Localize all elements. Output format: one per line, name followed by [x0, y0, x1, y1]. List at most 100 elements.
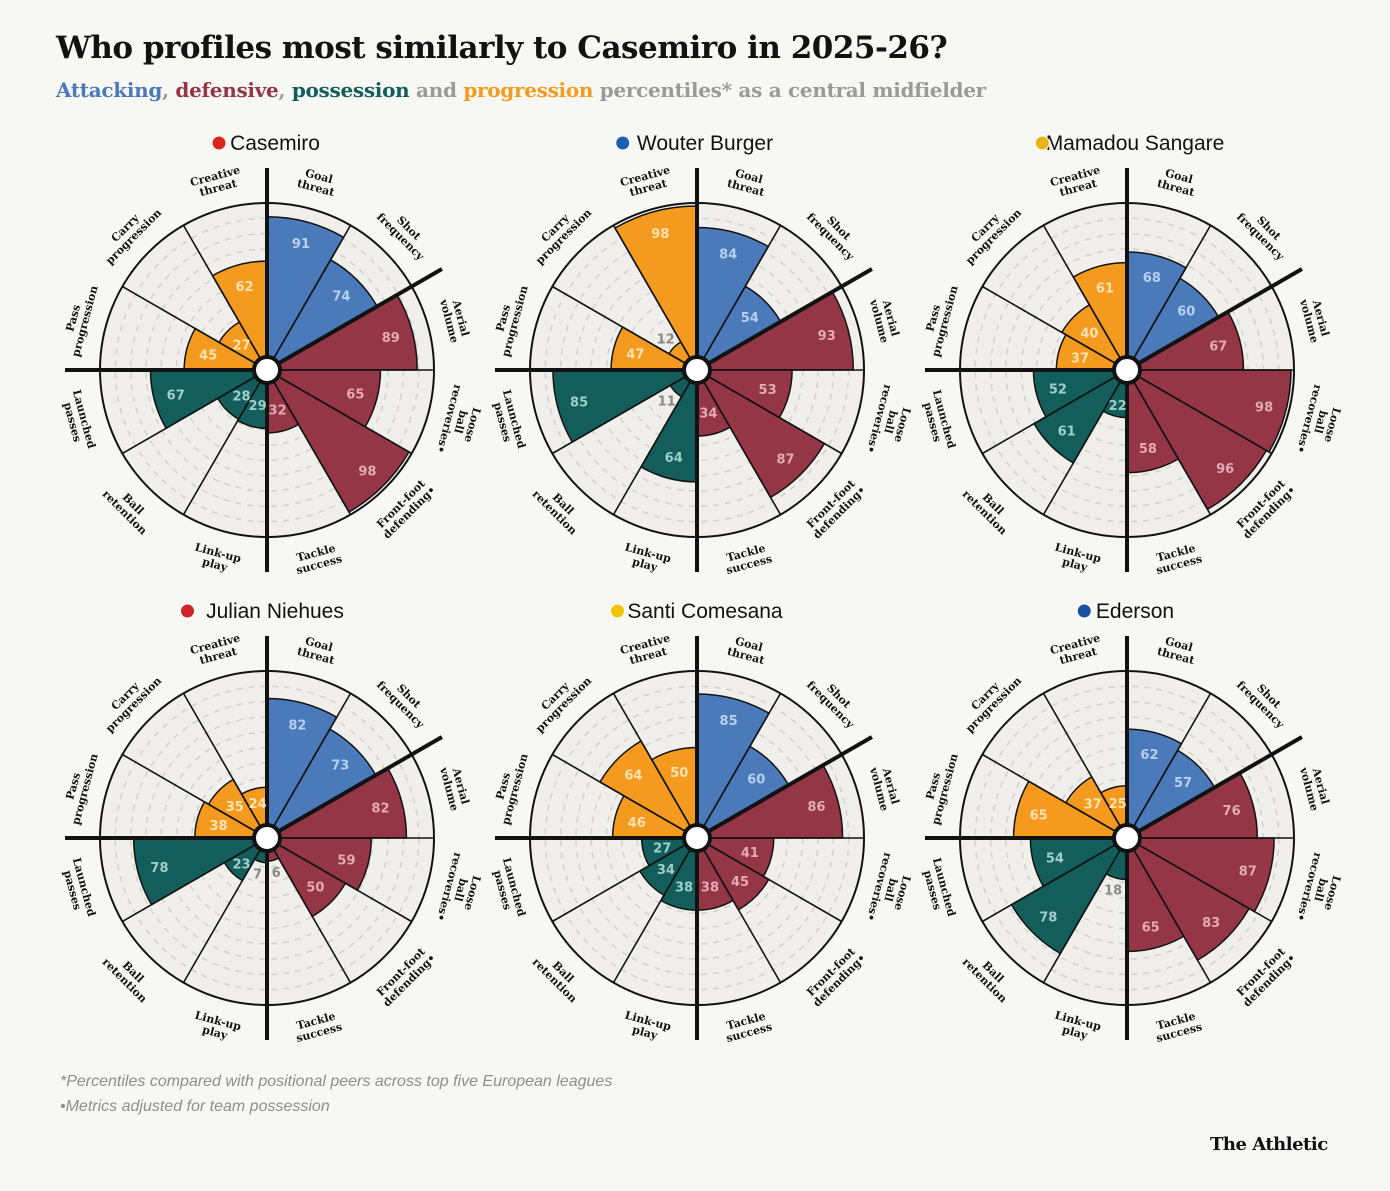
atalanta-badge-icon: [1076, 603, 1092, 619]
divider-line: [182, 837, 268, 984]
player-name: Wouter Burger: [637, 132, 773, 155]
divider-line: [1126, 224, 1212, 371]
divider-line: [612, 837, 698, 984]
divider-line: [182, 692, 268, 839]
divider-line: [182, 224, 268, 371]
value-label: 85: [570, 396, 588, 411]
subtitle-part: percentiles* as a central midfielder: [593, 78, 986, 102]
divider-line: [182, 369, 268, 516]
center-hole: [252, 823, 282, 853]
value-label: 45: [731, 875, 749, 890]
value-label: 82: [371, 802, 389, 817]
subtitle-part: ,: [278, 78, 292, 102]
value-label: 57: [1174, 776, 1192, 791]
player-name: Ederson: [1096, 600, 1174, 623]
value-label: 84: [719, 248, 737, 263]
subtitle-part: ,: [162, 78, 176, 102]
player-name: Casemiro: [230, 132, 320, 155]
divider-line: [1126, 735, 1303, 840]
divider-line: [612, 692, 698, 839]
svg-text:ball: ball: [1311, 877, 1330, 903]
value-label: 64: [624, 768, 642, 783]
value-label: 35: [226, 800, 244, 815]
heidenheim-badge-icon: [180, 603, 195, 619]
divider-line: [266, 224, 352, 371]
value-label: 59: [337, 853, 355, 868]
divider-line: [266, 267, 443, 372]
divider-line: [1126, 267, 1303, 372]
footnote-adjusted: •Metrics adjusted for team possession: [60, 1098, 330, 1115]
player-title: Casemiro: [211, 132, 320, 155]
svg-text:ball: ball: [451, 877, 470, 903]
value-label: 54: [1046, 851, 1064, 866]
value-label: 28: [232, 389, 250, 404]
value-label: 29: [249, 399, 267, 414]
value-label: 37: [1071, 351, 1089, 366]
divider-line: [1126, 837, 1273, 923]
value-label: 38: [701, 880, 719, 895]
value-label: 65: [346, 388, 364, 403]
value-label: 22: [1109, 399, 1127, 414]
value-label: 91: [292, 237, 310, 252]
value-label: 52: [1049, 383, 1067, 398]
divider-line: [266, 369, 413, 455]
divider-line: [696, 369, 843, 455]
bar-front-foot-defending: [264, 367, 411, 514]
divider-line: [551, 285, 698, 371]
player-title: Wouter Burger: [615, 132, 773, 155]
subtitle-part: defensive: [175, 78, 279, 102]
value-label: 87: [1239, 864, 1257, 879]
divider-line: [1042, 692, 1128, 839]
player-title: Ederson: [1076, 600, 1174, 623]
value-label: 68: [1143, 271, 1161, 286]
subtitle-part: Attacking: [56, 78, 163, 102]
divider-line: [696, 267, 873, 372]
divider-line: [1042, 224, 1128, 371]
center-hole: [1112, 823, 1142, 853]
subtitle-part: possession: [291, 78, 410, 102]
divider-line: [266, 369, 352, 516]
divider-line: [612, 369, 698, 516]
svg-text:play: play: [201, 1023, 229, 1042]
player-title: Julian Niehues: [180, 600, 344, 623]
divider-line: [266, 692, 352, 839]
player-name: Mamadou Sangare: [1046, 132, 1225, 155]
divider-line: [612, 224, 698, 371]
svg-text:play: play: [1061, 555, 1089, 574]
player-title: Mamadou Sangare: [1034, 132, 1225, 155]
value-label: 67: [167, 388, 185, 403]
value-label: 6: [272, 866, 281, 881]
value-label: 46: [628, 816, 646, 831]
divider-line: [981, 369, 1128, 455]
divider-line: [551, 837, 698, 923]
manchester-united-badge-icon: [211, 135, 227, 151]
bar-loose-ball-recoveries: [1124, 369, 1292, 453]
chart-title: Who profiles most similarly to Casemiro …: [56, 30, 948, 66]
divider-line: [1126, 837, 1212, 984]
